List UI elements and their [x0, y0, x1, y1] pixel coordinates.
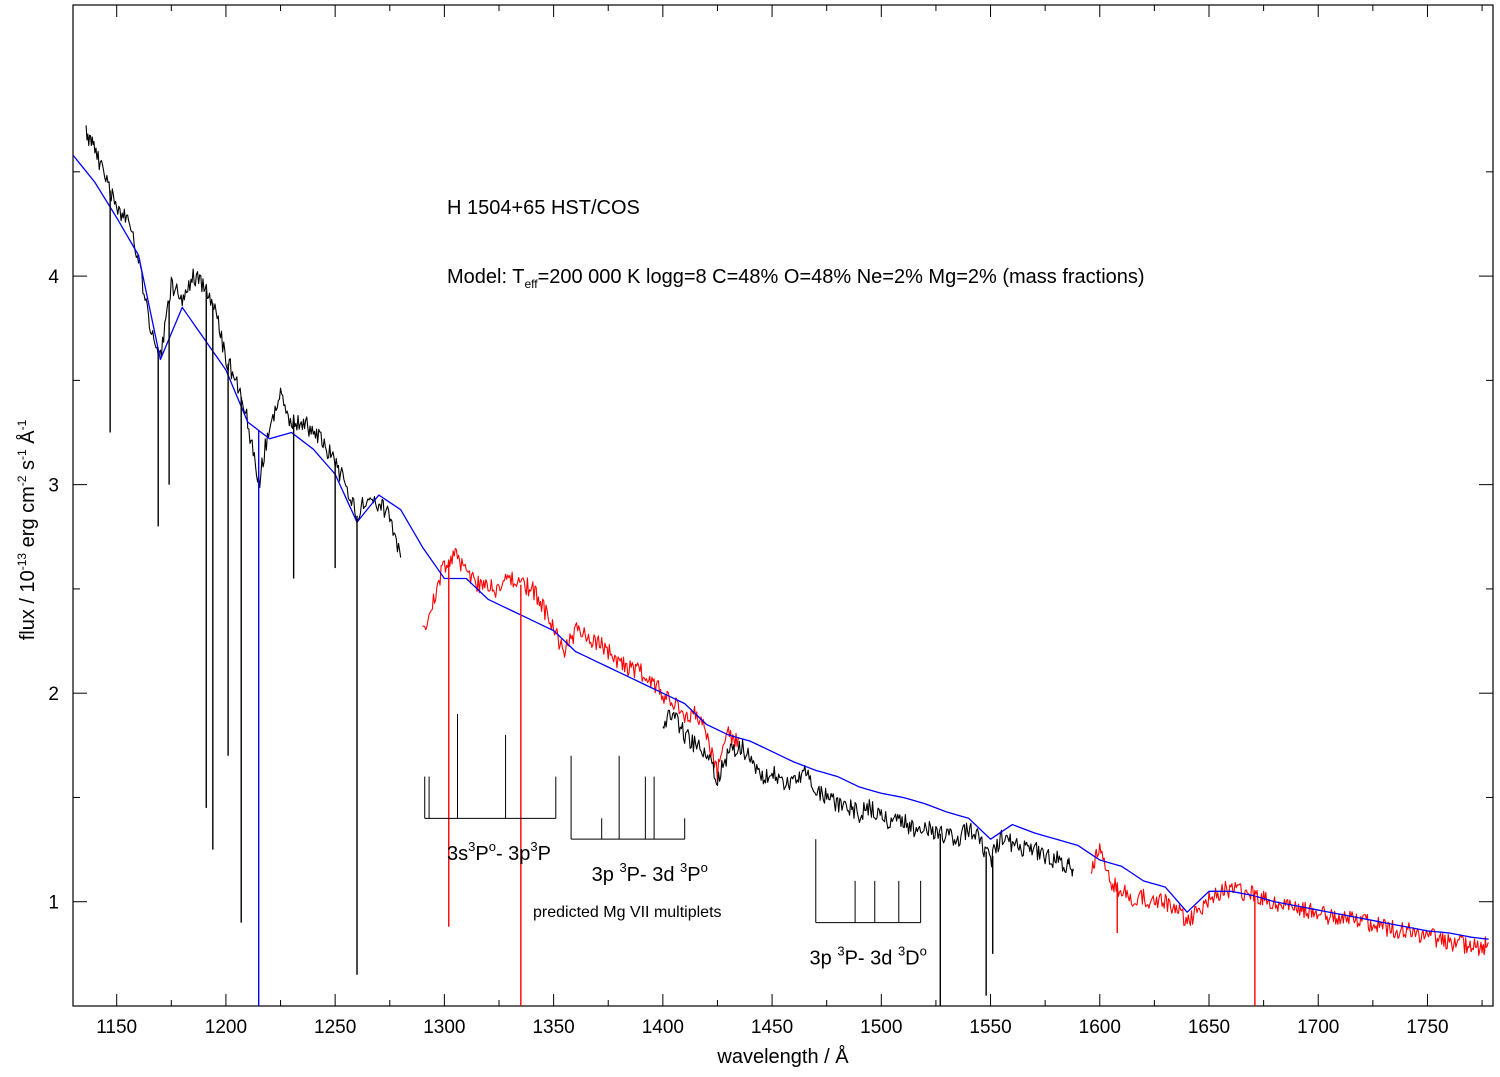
x-tick-label: 1300 — [423, 1017, 465, 1038]
x-tick-label: 1600 — [1079, 1017, 1121, 1038]
axis-tick-labels: 1150 1200 1250 1300 1350 1400 1450 1500 1550 1600… — [48, 267, 1448, 1038]
x-tick-label: 1750 — [1406, 1017, 1448, 1038]
observed-spectrum-line — [422, 548, 740, 782]
x-axis-title: wavelength / Å — [716, 1045, 849, 1068]
multiplet-caption: predicted Mg VII multiplets — [533, 904, 722, 921]
x-tick-label: 1200 — [205, 1017, 247, 1038]
x-tick-label: 1250 — [314, 1017, 356, 1038]
observed-spectrum-line — [662, 709, 1075, 877]
y-tick-label: 1 — [48, 893, 59, 914]
x-tick-label: 1550 — [969, 1017, 1011, 1038]
multiplets-layer: 3s3Po- 3p3P 3p 3P- 3d 3Po 3p 3P- 3d 3Do — [424, 714, 927, 969]
absorption-lines-layer — [109, 190, 1256, 1006]
multiplet-label: 3p 3P- 3d 3Po — [592, 860, 708, 886]
multiplet-label: 3s3Po- 3p3P — [447, 839, 551, 865]
x-tick-label: 1400 — [642, 1017, 684, 1038]
chart-title: H 1504+65 HST/COS — [447, 197, 640, 219]
x-tick-label: 1150 — [96, 1017, 137, 1038]
axis-ticks — [73, 5, 1493, 1007]
y-tick-label: 3 — [48, 476, 59, 497]
x-tick-label: 1450 — [751, 1017, 793, 1038]
multiplet-2: 3p 3P- 3d 3Po — [570, 755, 708, 886]
y-tick-label: 4 — [48, 267, 59, 288]
x-tick-label: 1650 — [1188, 1017, 1230, 1038]
model-text-rest: =200 000 K logg=8 C=48% O=48% Ne=2% Mg=2… — [538, 266, 1145, 288]
model-spectrum-line — [73, 154, 1489, 940]
x-tick-label: 1700 — [1297, 1017, 1339, 1038]
model-text-sub: eff — [524, 277, 538, 291]
model-text-prefix: Model: T — [447, 266, 524, 288]
observed-spectrum-line — [1090, 843, 1489, 956]
observed-spectrum-line — [85, 125, 402, 558]
x-tick-label: 1500 — [860, 1017, 902, 1038]
series-layer — [73, 125, 1489, 956]
model-text: Model: Teff=200 000 K logg=8 C=48% O=48%… — [447, 266, 1145, 291]
multiplet-3: 3p 3P- 3d 3Do — [810, 839, 927, 969]
multiplet-label: 3p 3P- 3d 3Do — [810, 943, 927, 969]
multiplet-1: 3s3Po- 3p3P — [424, 714, 557, 865]
y-axis-title: flux / 10-13 erg cm-2 s-1 Å-1 — [15, 419, 39, 640]
y-tick-label: 2 — [48, 684, 59, 705]
plot-frame — [72, 4, 1494, 1007]
x-tick-label: 1350 — [532, 1017, 574, 1038]
